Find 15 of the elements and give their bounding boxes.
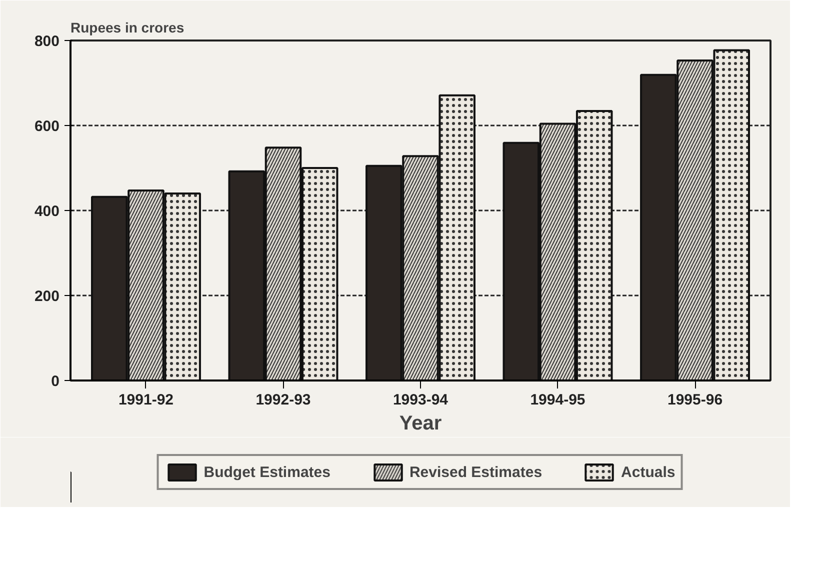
legend-label: Revised Estimates bbox=[409, 464, 542, 480]
y-axis-title: Rupees in crores bbox=[70, 20, 184, 36]
legend-label: Budget Estimates bbox=[204, 464, 330, 480]
y-tick-label: 600 bbox=[34, 118, 60, 135]
y-tick-label: 400 bbox=[34, 203, 60, 220]
x-tick-label: 1994-95 bbox=[530, 392, 586, 408]
y-tick-label: 0 bbox=[51, 373, 60, 390]
y-tick-label: 200 bbox=[34, 288, 60, 305]
x-axis-title: Year bbox=[399, 412, 442, 434]
x-tick-label: 1992-93 bbox=[256, 392, 311, 408]
x-tick-label: 1991-92 bbox=[118, 392, 174, 408]
x-tick-label: 1993-94 bbox=[392, 392, 449, 408]
y-tick-label: 800 bbox=[34, 33, 60, 50]
legend-label: Actuals bbox=[621, 464, 676, 480]
x-tick-label: 1995-96 bbox=[667, 392, 723, 408]
